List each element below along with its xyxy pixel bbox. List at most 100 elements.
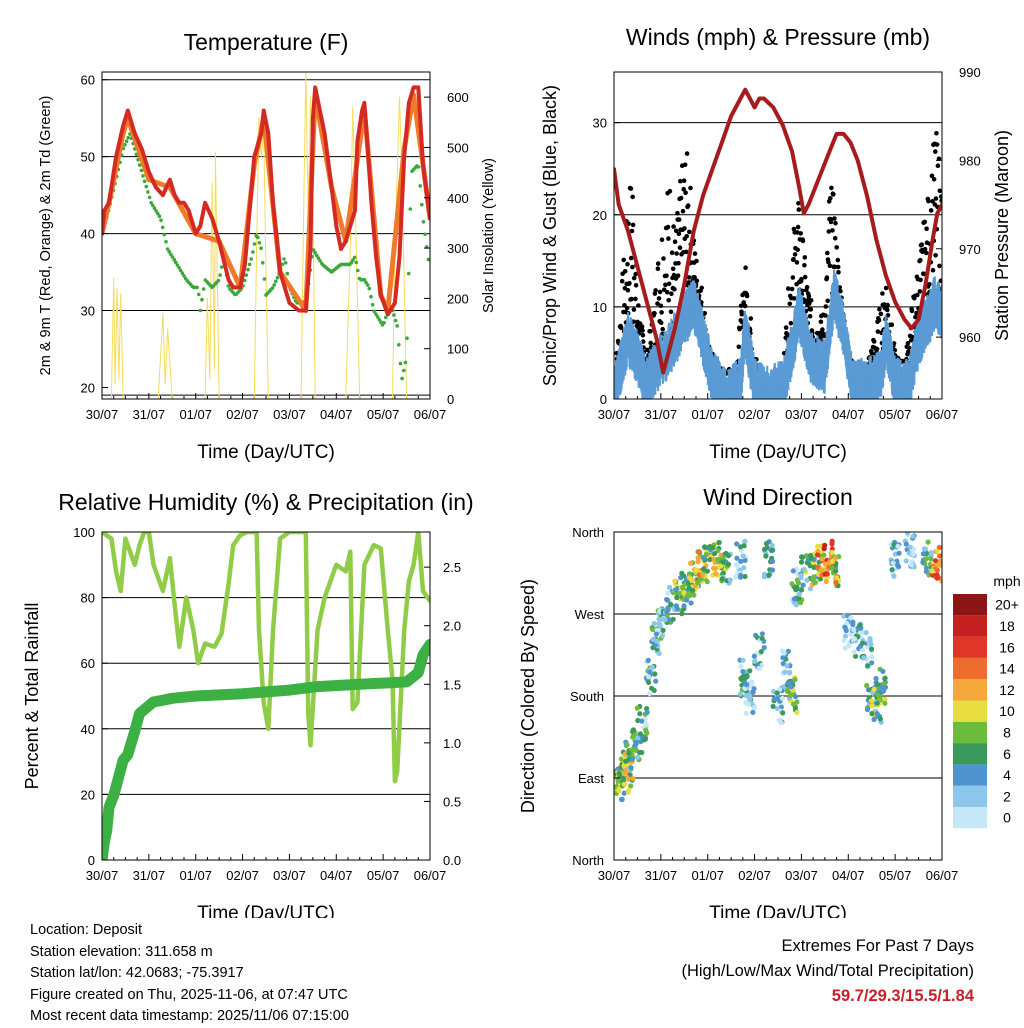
wind-direction-point bbox=[742, 573, 748, 580]
extremes-subtitle: (High/Low/Max Wind/Total Precipitation) bbox=[681, 962, 974, 980]
wind-direction-point bbox=[868, 698, 875, 704]
wind-direction-point bbox=[674, 594, 680, 601]
wind-gust-point bbox=[802, 274, 808, 280]
dewpoint-point bbox=[260, 261, 265, 265]
x-tick-label: 31/07 bbox=[645, 868, 678, 883]
wind-direction-point bbox=[903, 558, 909, 564]
wind-direction-point bbox=[851, 636, 858, 642]
y-tick-label: 30 bbox=[593, 116, 607, 131]
wind-gust-point bbox=[833, 220, 838, 226]
wind-gust-point bbox=[688, 185, 693, 191]
wind-direction-point bbox=[829, 549, 835, 556]
wind-direction-point bbox=[668, 601, 674, 608]
wind-direction-point bbox=[634, 705, 640, 711]
wind-gust-point bbox=[876, 318, 882, 323]
wind-gust-point bbox=[791, 256, 796, 262]
wind-direction-point bbox=[704, 579, 710, 585]
wind-direction-point bbox=[939, 578, 942, 584]
dewpoint-point bbox=[144, 184, 149, 189]
wind-direction-point bbox=[763, 540, 770, 547]
wind-direction-point bbox=[691, 592, 697, 598]
wind-gust-point bbox=[682, 162, 688, 167]
wind-direction-point bbox=[874, 700, 880, 706]
dewpoint-point bbox=[426, 257, 430, 262]
wind-direction-point bbox=[665, 605, 671, 611]
wind-direction-point bbox=[778, 720, 784, 726]
legend-label: 10 bbox=[999, 703, 1015, 719]
wind-direction-point bbox=[628, 783, 634, 789]
wind-gust-point bbox=[927, 282, 932, 287]
wind-direction-point bbox=[874, 711, 880, 717]
wind-direction-point bbox=[665, 590, 671, 596]
wind-direction-point bbox=[937, 558, 942, 564]
wind-gust-point bbox=[838, 288, 843, 294]
dewpoint-point bbox=[247, 262, 252, 267]
wind-direction-point bbox=[733, 574, 739, 580]
legend-label: 6 bbox=[1003, 746, 1011, 762]
wind-gust-point bbox=[919, 242, 925, 247]
wind-direction-point bbox=[716, 539, 722, 546]
y-tick-label: 50 bbox=[81, 150, 95, 165]
wind-gust-point bbox=[939, 198, 942, 203]
wind-gust-point bbox=[692, 251, 698, 256]
y2-axis-label: Solar Insolation (Yellow) bbox=[481, 158, 497, 313]
wind-direction-point bbox=[928, 556, 934, 562]
wind-direction-point bbox=[725, 561, 732, 567]
wind-gust-point bbox=[682, 226, 687, 231]
wind-direction-point bbox=[702, 544, 708, 550]
relative-humidity-line bbox=[102, 532, 430, 784]
wind-direction-point bbox=[819, 567, 825, 574]
wind-direction-point bbox=[793, 587, 799, 593]
wind-direction-point bbox=[641, 737, 647, 743]
legend-label: 2 bbox=[1003, 788, 1011, 804]
wind-direction-point bbox=[761, 574, 768, 580]
wind-gust-point bbox=[788, 320, 794, 326]
dewpoint-point bbox=[416, 165, 421, 169]
wind-direction-point bbox=[670, 616, 676, 622]
wind-gust-point bbox=[655, 301, 660, 306]
panel-2 bbox=[613, 71, 943, 400]
wind-direction-point bbox=[756, 665, 762, 672]
wind-direction-point bbox=[688, 600, 694, 606]
wind-gust-point bbox=[818, 319, 824, 325]
dewpoint-point bbox=[139, 168, 144, 173]
dewpoint-point bbox=[274, 279, 278, 284]
y-tick-label: 80 bbox=[81, 591, 95, 606]
wind-direction-point bbox=[932, 558, 939, 564]
dewpoint-point bbox=[383, 315, 388, 320]
dewpoint-point bbox=[169, 252, 173, 257]
y-tick-label: North bbox=[572, 853, 604, 868]
y-tick-label: 40 bbox=[81, 227, 95, 242]
wind-direction-point bbox=[747, 696, 753, 702]
wind-direction-point bbox=[873, 675, 879, 682]
wind-gust-point bbox=[786, 286, 791, 291]
wind-direction-point bbox=[891, 541, 897, 548]
dewpoint-point bbox=[159, 218, 163, 222]
wind-direction-point bbox=[644, 709, 650, 715]
dewpoint-point bbox=[252, 242, 257, 246]
wind-direction-point bbox=[734, 555, 740, 561]
dewpoint-point bbox=[408, 207, 413, 211]
dewpoint-point bbox=[146, 190, 150, 194]
legend-label: 12 bbox=[999, 682, 1015, 698]
wind-gust-point bbox=[676, 217, 682, 222]
x-tick-label: 03/07 bbox=[785, 868, 818, 883]
panel-4 bbox=[613, 531, 987, 861]
wind-direction-point bbox=[727, 577, 733, 583]
wind-direction-point bbox=[622, 770, 628, 776]
legend-swatch bbox=[953, 594, 987, 616]
wind-gust-point bbox=[934, 131, 939, 136]
wind-gust-point bbox=[795, 247, 800, 253]
y2-tick-label: 1.5 bbox=[443, 677, 461, 692]
wind-gust-point bbox=[826, 229, 832, 234]
x-tick-label: 04/07 bbox=[320, 407, 353, 422]
x-axis-label: Time (Day/UTC) bbox=[709, 903, 847, 918]
wind-gust-point bbox=[790, 275, 796, 280]
x-tick-label: 01/07 bbox=[179, 868, 212, 883]
wind-direction-point bbox=[882, 700, 888, 706]
legend-swatch bbox=[953, 764, 987, 786]
wind-direction-point bbox=[882, 676, 888, 682]
y2-tick-label: 1.0 bbox=[443, 736, 461, 751]
wind-gust-point bbox=[633, 296, 638, 302]
wind-direction-point bbox=[647, 669, 653, 675]
